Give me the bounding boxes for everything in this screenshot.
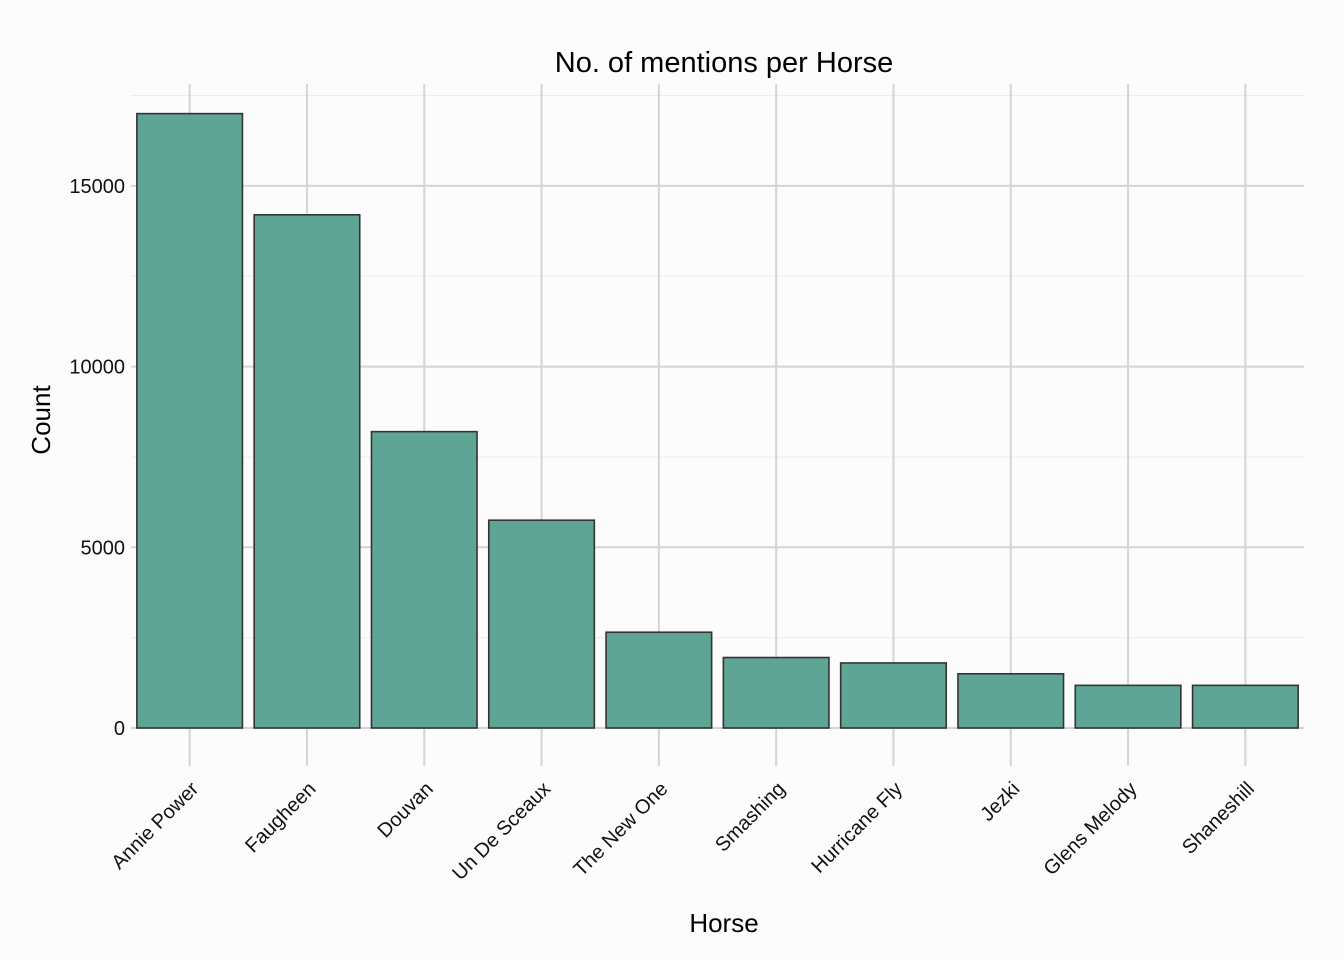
x-tick-label: Smashing <box>711 778 789 856</box>
x-tick-label: Hurricane Fly <box>807 778 907 878</box>
x-tick-label: Douvan <box>373 778 437 842</box>
bar-the-new-one <box>605 631 713 729</box>
x-tick-label: Shaneshill <box>1178 778 1259 859</box>
y-tick-label: 0 <box>114 718 125 740</box>
bar-douvan <box>370 430 478 729</box>
x-tick-label: The New One <box>570 778 673 881</box>
x-tick-labels: Annie Power Faugheen Douvan Un De Sceaux The… <box>107 778 1258 885</box>
bar-annie-power <box>136 112 244 729</box>
bar-jezki <box>957 672 1065 729</box>
y-axis-title: Count <box>26 385 56 455</box>
bars <box>136 112 1299 729</box>
chart-title: No. of mentions per Horse <box>555 47 893 79</box>
y-tick-labels: 0 5000 10000 15000 <box>69 176 125 740</box>
bar-glens-melody <box>1074 684 1182 729</box>
x-tick-label: Un De Sceaux <box>448 778 555 885</box>
bar-hurricane-fly <box>839 662 948 729</box>
x-axis-title: Horse <box>689 908 758 938</box>
x-tick-label: Faugheen <box>241 778 320 857</box>
y-tick-label: 15000 <box>69 176 125 198</box>
y-tick-label: 5000 <box>81 537 126 559</box>
x-tick-label: Annie Power <box>107 778 203 874</box>
bar-faugheen <box>253 214 361 729</box>
bar-shaneshill <box>1191 684 1299 729</box>
x-tick-label: Jezki <box>977 778 1025 826</box>
x-tick-label: Glens Melody <box>1040 778 1142 880</box>
bar-smashing <box>722 656 830 729</box>
bar-un-de-sceaux <box>487 519 596 729</box>
y-tick-label: 10000 <box>69 357 125 379</box>
